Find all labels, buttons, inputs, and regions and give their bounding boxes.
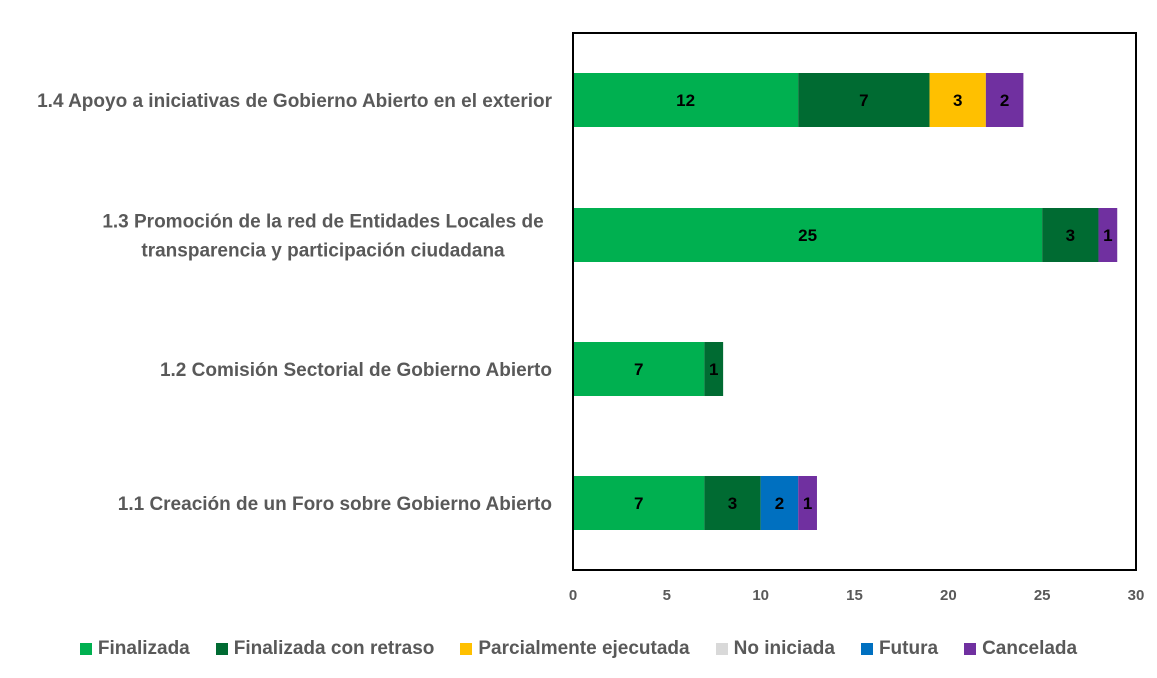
legend-item: Finalizada	[79, 638, 190, 660]
data-labels: 12 7 3 225 3 17 17 3 2 1	[634, 91, 1113, 513]
legend-swatch	[215, 643, 228, 655]
data-label: 12	[676, 91, 695, 110]
bar-segment-1-6	[985, 73, 1024, 127]
legend: Finalizada Finalizada con retraso Parcialm…	[0, 636, 1157, 662]
legend-item: Cancelada	[964, 638, 1077, 660]
data-label: 1	[1103, 226, 1112, 245]
legend-swatch	[715, 643, 728, 655]
bar-segment-3-1	[573, 342, 705, 396]
data-label: 7	[859, 91, 868, 110]
x-axis-ticks: 0 5 10 15 20 25 30	[569, 587, 1145, 604]
bar-segment-4-6	[798, 476, 817, 530]
x-tick-label: 15	[846, 587, 863, 604]
data-label: 3	[728, 494, 737, 513]
legend-swatch	[460, 643, 473, 655]
category-label: 1.2 Comisión Sectorial de Gobierno Abier…	[160, 360, 552, 381]
x-tick-label: 0	[569, 587, 577, 604]
bar-segment-3-2	[704, 342, 724, 396]
bar-segment-1-2	[798, 73, 930, 127]
legend-item: Parcialmente ejecutada	[460, 638, 690, 660]
category-label: 1.1 Creación de un Foro sobre Gobierno A…	[118, 494, 552, 515]
legend-item: No iniciada	[715, 638, 835, 660]
data-label: 2	[1000, 91, 1009, 110]
x-tick-label: 30	[1128, 587, 1145, 604]
legend-item: Futura	[860, 638, 939, 660]
legend-swatch	[860, 643, 873, 655]
category-label: 1.3 Promoción de la red de Entidades Loc…	[102, 212, 543, 233]
bar-segment-1-3	[929, 73, 986, 127]
bar-segment-1-1	[573, 73, 799, 127]
legend-swatch	[79, 643, 92, 655]
data-label: 25	[798, 226, 817, 245]
bar-segment-4-2	[704, 476, 761, 530]
data-label: 1	[803, 494, 812, 513]
category-label: transparencia y participación ciudadana	[141, 241, 505, 262]
category-labels: 1.4 Apoyo a iniciativas de Gobierno Abie…	[37, 91, 553, 515]
data-label: 3	[1066, 226, 1075, 245]
data-label: 7	[634, 360, 643, 379]
legend-label: Futura	[878, 638, 939, 659]
bars-layer	[573, 73, 1118, 530]
legend-item: Finalizada con retraso	[215, 638, 435, 660]
legend-label: Finalizada	[97, 638, 190, 659]
data-label: 1	[709, 360, 718, 379]
legend-swatch	[964, 643, 977, 655]
category-label: 1.4 Apoyo a iniciativas de Gobierno Abie…	[37, 91, 553, 112]
legend-label: Parcialmente ejecutada	[478, 638, 690, 659]
legend-label: Cancelada	[982, 638, 1078, 659]
bar-segment-4-1	[573, 476, 705, 530]
data-label: 3	[953, 91, 962, 110]
bar-segment-4-5	[760, 476, 799, 530]
data-label: 7	[634, 494, 643, 513]
bar-segment-2-6	[1098, 208, 1118, 262]
plot-area-frame	[572, 32, 1137, 571]
data-label: 2	[775, 494, 784, 513]
x-tick-label: 25	[1034, 587, 1051, 604]
bar-segment-2-1	[573, 208, 1043, 262]
x-tick-label: 20	[940, 587, 957, 604]
x-tick-label: 5	[663, 587, 671, 604]
legend-label: No iniciada	[733, 638, 835, 659]
bar-segment-2-2	[1042, 208, 1099, 262]
x-tick-label: 10	[752, 587, 769, 604]
legend-label: Finalizada con retraso	[233, 638, 435, 659]
